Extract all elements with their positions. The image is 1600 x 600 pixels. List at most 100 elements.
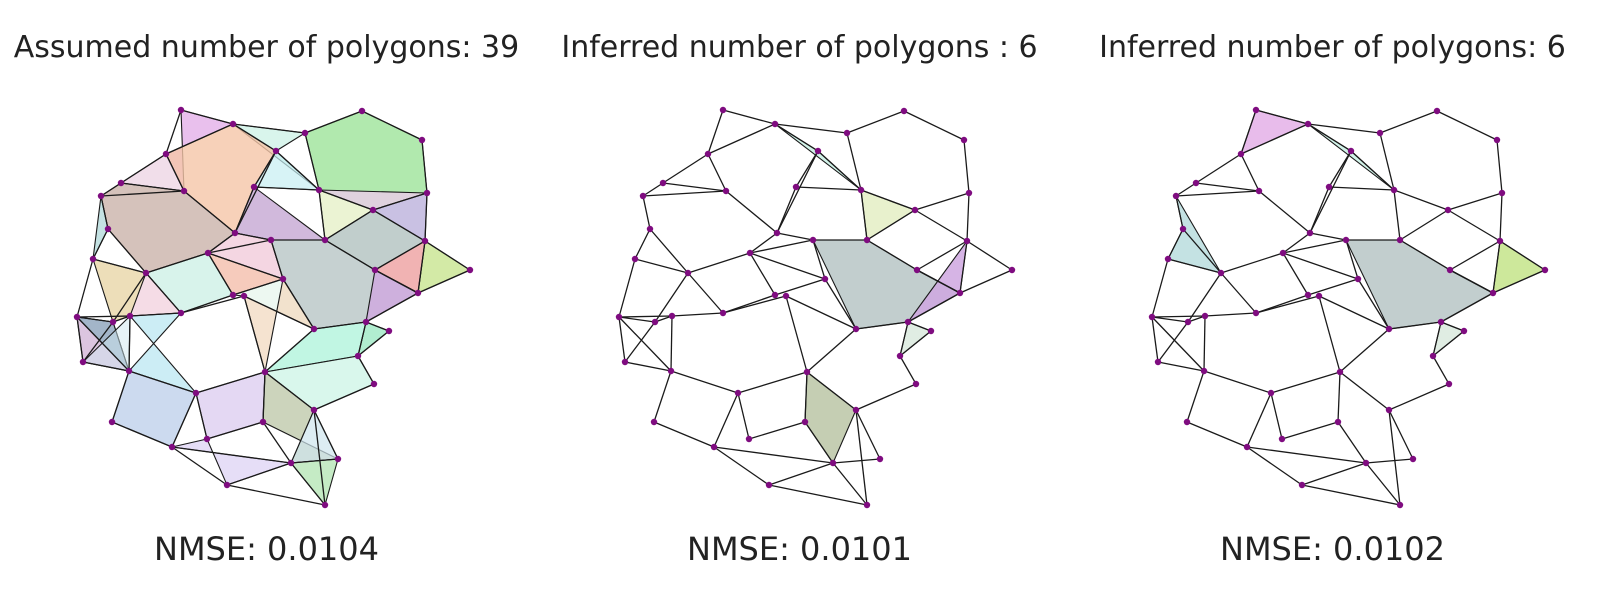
polygon-6 — [804, 370, 857, 465]
graph-edge — [1328, 150, 1352, 188]
graph-node-i — [1201, 312, 1209, 320]
graph-node-o — [803, 368, 811, 376]
graph-edge — [145, 252, 209, 274]
graph-edge — [966, 240, 1013, 271]
graph-edge — [963, 139, 970, 194]
graph-edge — [1365, 462, 1401, 506]
graph-edge — [1318, 295, 1390, 330]
graph-edge — [725, 190, 778, 234]
graph-node-uu — [1342, 236, 1350, 244]
graph-node-uz — [1446, 266, 1454, 274]
graph-edge — [1350, 150, 1395, 191]
graph-node-j — [651, 318, 659, 326]
graph-edge — [1186, 370, 1205, 423]
graph-node-uv — [321, 236, 329, 244]
graph-edge — [916, 269, 961, 294]
panel-3-nmse: NMSE: 0.0102 — [1220, 530, 1445, 568]
graph-edge — [180, 295, 245, 314]
polygon-layer — [1167, 109, 1547, 358]
graph-node-up — [1179, 225, 1187, 233]
graph-edge — [774, 278, 826, 296]
graph-edge — [1318, 295, 1341, 373]
graph-edge — [907, 292, 961, 323]
graph-node-f — [782, 292, 790, 300]
graph-edge — [1195, 153, 1242, 184]
graph-node-uy — [1489, 289, 1497, 297]
graph-edge — [806, 371, 857, 411]
graph-edge — [722, 109, 776, 125]
graph-node-l — [1154, 358, 1162, 366]
graph-edge — [1432, 330, 1465, 357]
graph-edge — [1282, 232, 1311, 254]
graph-node-uo — [97, 192, 105, 200]
graph-edge — [232, 278, 284, 296]
graph-node-q — [1409, 455, 1417, 463]
panel-2: Inferred number of polygons : 6 NMSE: 0.… — [533, 0, 1066, 600]
graph-node-ug — [1498, 189, 1506, 197]
graph-edge — [195, 371, 266, 394]
graph-edge — [1151, 315, 1206, 318]
graph-node-uu — [809, 236, 817, 244]
graph-edge — [795, 150, 819, 188]
graph-edge — [804, 371, 808, 423]
graph-edge — [128, 315, 131, 372]
graph-node-p — [310, 406, 318, 414]
graph-edge — [1203, 315, 1206, 372]
graph-edge — [737, 371, 808, 394]
graph-node-n — [192, 389, 200, 397]
graph-node-ux — [1541, 266, 1549, 274]
graph-node-e — [310, 325, 318, 333]
graph-node-uy — [414, 289, 422, 297]
graph-node-n — [1267, 389, 1275, 397]
graph-node-uk — [773, 229, 781, 237]
graph-edge — [653, 421, 715, 448]
graph-node-b — [927, 327, 935, 335]
graph-edge — [687, 252, 751, 274]
polygon-1 — [1240, 109, 1310, 156]
graph-edge — [264, 371, 315, 411]
graph-node-t — [765, 481, 773, 489]
graph-edge — [768, 462, 834, 486]
graph-edge — [1220, 252, 1284, 274]
graph-node-uf — [418, 136, 426, 144]
graph-node-r — [287, 459, 295, 467]
graph-node-d — [912, 380, 920, 388]
graph-node-ui — [315, 186, 323, 194]
graph-edge — [824, 278, 857, 330]
graph-edge — [1282, 252, 1309, 296]
graph-node-ug — [965, 189, 973, 197]
graph-edge — [832, 458, 881, 464]
graph-edge — [207, 239, 272, 254]
graph-node-uc — [272, 147, 280, 155]
graph-edge — [846, 110, 905, 134]
graph-node-um — [1192, 179, 1200, 187]
polygon-34 — [289, 458, 339, 507]
graph-edge — [304, 110, 363, 134]
graph-edge — [670, 315, 673, 372]
graph-node-uq — [1164, 255, 1172, 263]
graph-edge — [795, 186, 862, 191]
graph-node-m — [125, 367, 133, 375]
graph-edge — [304, 132, 320, 191]
graph-edge — [774, 123, 848, 134]
graph-edge — [234, 186, 255, 234]
graph-node-l — [79, 358, 87, 366]
graph-node-ut — [1354, 275, 1362, 283]
graph-edge — [361, 110, 423, 141]
graph-node-l — [621, 358, 629, 366]
graph-edge — [1449, 269, 1494, 294]
graph-edge — [1167, 228, 1184, 260]
graph-edge — [749, 252, 826, 280]
graph-node-un — [1255, 187, 1263, 195]
panel-3-graph — [1148, 106, 1549, 509]
graph-edge — [232, 123, 277, 152]
graph-edge — [372, 209, 426, 242]
graph-node-uv — [863, 236, 871, 244]
graph-edge — [671, 312, 724, 317]
graph-edge — [1337, 421, 1367, 464]
graph-edge — [374, 240, 426, 271]
graph-node-ub — [771, 120, 779, 128]
graph-node-u — [168, 443, 176, 451]
graph-edge — [1436, 110, 1498, 141]
graph-edge — [313, 321, 367, 330]
